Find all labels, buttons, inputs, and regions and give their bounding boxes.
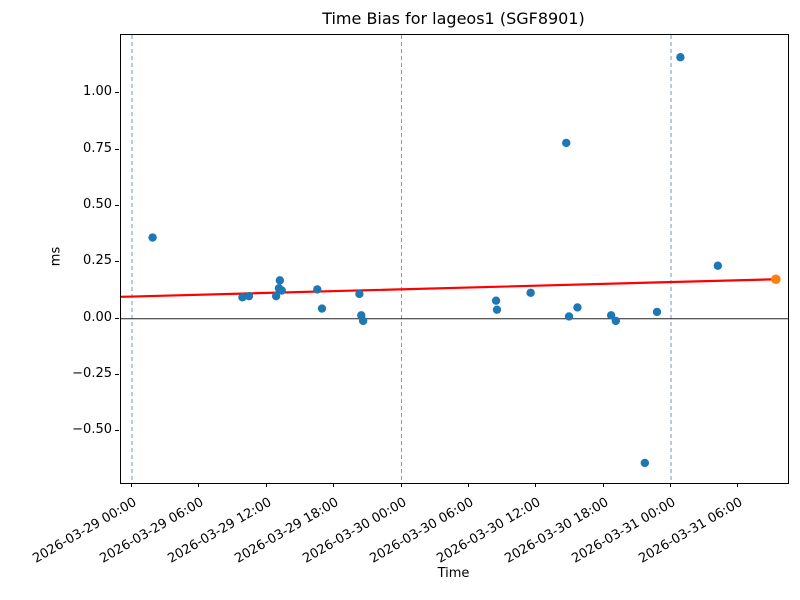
y-tick-label: −0.50 (72, 422, 112, 438)
x-axis-label: Time (437, 566, 470, 581)
y-tick-label: 0.75 (83, 140, 112, 156)
y-tick-label: 0.25 (83, 253, 112, 269)
data-point (355, 289, 364, 299)
x-tickmark (131, 483, 132, 487)
data-point (526, 288, 535, 297)
data-point (275, 276, 285, 285)
data-point (676, 53, 685, 62)
x-tickmark (265, 483, 267, 487)
data-point (564, 312, 574, 321)
data-point (238, 293, 247, 302)
y-tickmark (115, 92, 119, 94)
y-axis-label: ms (48, 246, 64, 267)
data-point (271, 291, 281, 301)
data-point (313, 285, 322, 294)
y-tick-label: 0.50 (83, 197, 112, 212)
y-tickmark (115, 148, 119, 150)
y-tickmark (115, 374, 119, 376)
x-tickmark (535, 483, 537, 487)
y-tick-label: −0.25 (72, 366, 112, 382)
data-point (358, 316, 368, 326)
data-point (148, 233, 157, 242)
data-point (317, 304, 327, 313)
data-point (652, 307, 662, 317)
x-tickmark (602, 483, 604, 487)
plot-area (120, 34, 789, 484)
x-tickmark (670, 483, 672, 487)
x-tickmark (333, 483, 335, 487)
y-tickmark (115, 317, 119, 319)
data-point (640, 458, 650, 468)
data-point (492, 305, 502, 314)
trend-endpoint-marker (771, 274, 781, 285)
data-point (606, 311, 616, 320)
data-point (277, 286, 286, 295)
chart-title: Time Bias for lageos1 (SGF8901) (322, 9, 585, 28)
trend-line (121, 278, 777, 298)
data-point (491, 296, 501, 305)
x-tickmark (400, 483, 402, 487)
y-tickmark (115, 430, 119, 432)
y-tick-label: 0.00 (83, 309, 112, 325)
plot-canvas (121, 35, 788, 483)
y-tickmark (115, 205, 119, 206)
x-tickmark (198, 483, 200, 487)
x-tickmark (467, 483, 469, 487)
data-point (562, 138, 571, 148)
data-point (244, 291, 254, 301)
data-point (713, 261, 723, 270)
y-tickmark (115, 261, 119, 263)
data-point (573, 303, 582, 312)
y-tick-label: 1.00 (83, 84, 112, 100)
data-point (611, 316, 621, 326)
x-tickmark (737, 483, 739, 487)
